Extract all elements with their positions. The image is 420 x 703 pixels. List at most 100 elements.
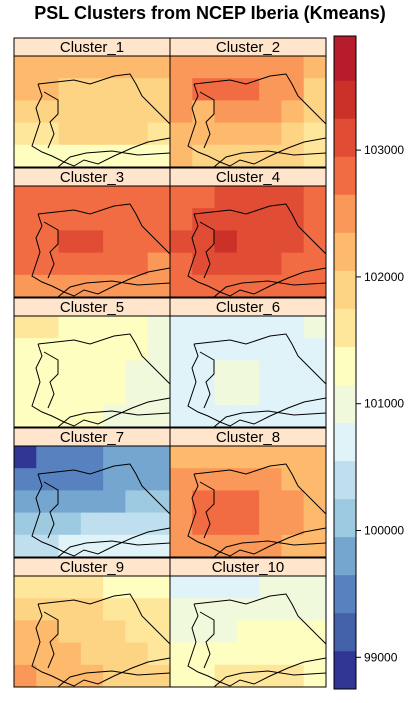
heatmap-cell: [80, 252, 104, 276]
iberia-outline: [187, 593, 327, 688]
heatmap-cell: [170, 620, 193, 644]
coastline-path: [57, 540, 171, 558]
heatmap-cell: [14, 642, 37, 666]
heatmap-cell: [192, 446, 216, 469]
colorbar-swatch: [334, 574, 356, 614]
heatmap-cell: [147, 56, 171, 79]
heatmap-cell: [103, 512, 126, 536]
heatmap-cell: [192, 512, 216, 536]
heatmap-cell: [303, 576, 327, 599]
heatmap-cell: [147, 78, 171, 101]
heatmap-cell: [147, 512, 171, 536]
heatmap-cell: [170, 230, 193, 254]
heatmap-cell: [259, 446, 282, 469]
heatmap-cell: [147, 230, 171, 254]
heatmap-cell: [170, 642, 193, 666]
heatmap-cell: [125, 252, 149, 276]
heatmap-cell: [147, 252, 171, 276]
colorbar-swatch: [334, 36, 356, 81]
heatmap-cell: [192, 56, 216, 79]
iberia-outline: [31, 73, 171, 168]
heatmap-cell: [214, 620, 238, 644]
panel-label: Cluster_2: [216, 39, 280, 56]
heatmap-cell: [236, 512, 260, 536]
coastline-path: [43, 351, 59, 409]
coastline-path: [199, 611, 215, 669]
heatmap-cell: [259, 316, 282, 339]
heatmap-cell: [192, 274, 216, 298]
heatmap-cell: [236, 446, 260, 469]
heatmap-cell: [236, 404, 260, 428]
heatmap-cell: [303, 360, 327, 384]
panel-frame: [169, 185, 327, 298]
coastline-path: [199, 351, 215, 409]
panel-frame: [169, 445, 327, 558]
heatmap-cell: [303, 144, 327, 168]
coastline-path: [187, 593, 327, 687]
heatmap-cell: [125, 382, 149, 406]
colorbar-swatch: [334, 308, 356, 347]
coastline-path: [187, 73, 327, 167]
heatmap-cell: [14, 576, 37, 599]
heatmap-cell: [103, 576, 126, 599]
heatmap-cell: [170, 360, 193, 384]
colorbar-swatch: [334, 118, 356, 157]
heatmap-cell: [147, 490, 171, 514]
heatmap-cell: [147, 186, 171, 209]
heatmap-cell: [147, 382, 171, 406]
coastline-path: [57, 150, 171, 168]
heatmap-cell: [236, 642, 260, 666]
heatmap-cell: [259, 642, 282, 666]
heatmap-cell: [80, 274, 104, 298]
heatmap-cell: [80, 512, 104, 536]
heatmap-cell: [80, 664, 104, 688]
heatmap-cell: [192, 360, 216, 384]
heatmap-cell: [259, 598, 282, 621]
heatmap-cell: [147, 122, 171, 146]
heatmap-cell: [192, 144, 216, 168]
heatmap-cell: [303, 512, 327, 536]
heatmap-cell: [80, 468, 104, 491]
heatmap-cell: [80, 316, 104, 339]
heatmap-cell: [103, 382, 126, 406]
heatmap-cell: [80, 208, 104, 231]
heatmap-cell: [14, 78, 37, 101]
heatmap-cell: [214, 208, 238, 231]
heatmap-cell: [281, 252, 305, 276]
heatmap-cell: [14, 230, 37, 254]
heatmap-cell: [236, 360, 260, 384]
heatmap-cell: [103, 78, 126, 101]
heatmap-cell: [281, 576, 305, 599]
heatmap-cell: [214, 598, 238, 621]
heatmap-cell: [281, 468, 305, 491]
colorbar-tick-label: 103000: [364, 143, 404, 157]
coastline-path: [213, 540, 327, 558]
heatmap-cell: [303, 598, 327, 621]
heatmap-cell: [281, 382, 305, 406]
heatmap-cell: [303, 186, 327, 209]
heatmap-cell: [125, 404, 149, 428]
heatmap-cell: [58, 598, 82, 621]
heatmap-cell: [170, 56, 193, 79]
heatmap-cell: [214, 316, 238, 339]
heatmap-cell: [281, 446, 305, 469]
heatmap-cell: [14, 252, 37, 276]
heatmap-cell: [236, 534, 260, 558]
heatmap-cell: [259, 230, 282, 254]
heatmap-cell: [281, 274, 305, 298]
heatmap-cell: [125, 664, 149, 688]
heatmap-cell: [303, 78, 327, 101]
coastline-path: [199, 91, 215, 149]
heatmap-cell: [170, 122, 193, 146]
heatmap-cell: [125, 490, 149, 514]
heatmap-cell: [281, 490, 305, 514]
heatmap-cell: [147, 664, 171, 688]
heatmap-cell: [14, 274, 37, 298]
heatmap-cell: [14, 534, 37, 558]
iberia-outline: [31, 203, 171, 298]
heatmap-cell: [214, 446, 238, 469]
heatmap-cell: [80, 78, 104, 101]
heatmap-cell: [103, 252, 126, 276]
heatmap-cell: [36, 490, 60, 514]
